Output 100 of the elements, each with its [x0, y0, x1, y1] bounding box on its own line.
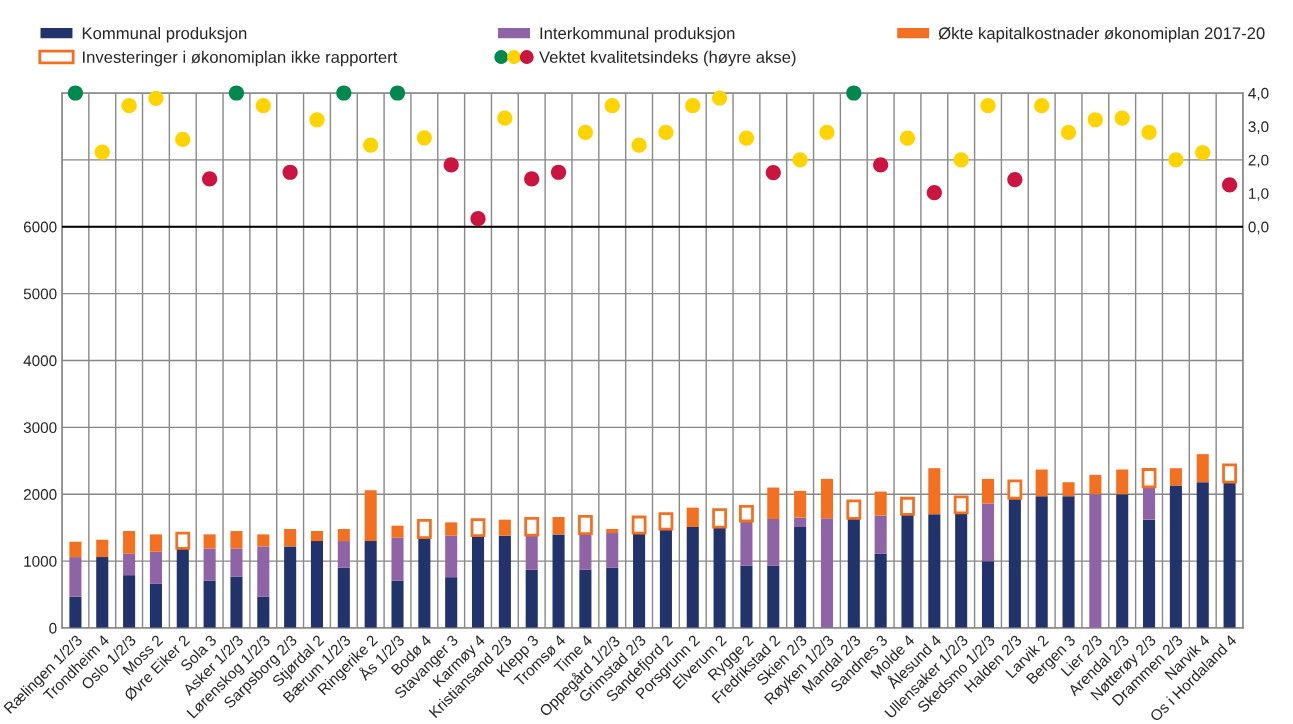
point	[846, 85, 862, 101]
bar	[149, 551, 162, 584]
bar	[1007, 479, 1023, 500]
bar	[230, 576, 243, 628]
bar	[1169, 468, 1182, 486]
point	[336, 85, 352, 101]
bar	[69, 541, 82, 558]
bar	[257, 534, 270, 547]
point	[524, 171, 540, 187]
bar	[1222, 463, 1238, 484]
bar	[633, 533, 646, 628]
bar	[606, 533, 619, 568]
bar	[257, 546, 270, 597]
bar	[337, 541, 350, 568]
bar	[981, 503, 995, 562]
bar	[391, 537, 404, 581]
bar	[606, 567, 619, 628]
bar	[981, 561, 995, 628]
bar	[337, 567, 350, 628]
bar	[606, 529, 619, 534]
point	[1034, 98, 1050, 114]
point	[1168, 152, 1184, 168]
bar	[1143, 519, 1156, 628]
bar	[1143, 486, 1156, 520]
point	[792, 152, 808, 168]
bar	[820, 518, 834, 628]
bar	[123, 575, 136, 628]
bar	[928, 514, 941, 628]
bar	[552, 516, 565, 535]
y2-tick-label: 4,0	[1248, 87, 1269, 101]
bar	[820, 478, 834, 519]
point	[443, 157, 459, 173]
point	[202, 171, 218, 187]
bar	[175, 531, 191, 550]
bar	[767, 565, 780, 628]
bar	[1089, 494, 1102, 628]
bar	[445, 535, 458, 578]
bar	[176, 548, 189, 628]
bar	[284, 529, 297, 547]
point	[658, 124, 674, 141]
legend-label: Interkommunal produksjon	[540, 26, 735, 43]
point	[67, 85, 84, 101]
point	[121, 98, 137, 114]
bar	[445, 522, 458, 536]
bar	[230, 548, 243, 577]
point	[416, 130, 432, 146]
bar	[579, 569, 592, 628]
point	[604, 98, 620, 114]
point	[1141, 124, 1157, 141]
y2-tick-label: 0,0	[1248, 221, 1269, 235]
bar	[901, 514, 914, 628]
y-tick-label: 0	[49, 622, 57, 634]
bar	[96, 557, 109, 628]
bar	[631, 515, 647, 535]
bar	[257, 596, 270, 628]
point	[1007, 172, 1023, 188]
point	[255, 98, 271, 114]
point	[309, 112, 325, 128]
bar	[658, 512, 674, 531]
y-tick-label: 3000	[23, 422, 57, 434]
point	[1087, 112, 1103, 128]
bar	[713, 527, 726, 628]
bar	[846, 499, 862, 520]
bar	[310, 531, 324, 542]
bar	[445, 577, 458, 628]
point	[765, 164, 781, 181]
bar	[96, 539, 109, 558]
point	[712, 90, 728, 106]
bar	[337, 529, 350, 542]
bar	[471, 535, 485, 628]
bar	[1223, 482, 1236, 628]
bar	[418, 537, 431, 628]
bar	[498, 535, 511, 628]
y2-tick-label: 1,0	[1249, 188, 1269, 201]
bar	[874, 491, 887, 516]
legend-label: Vektet kvalitetsindeks (høyre akse)	[539, 50, 796, 67]
bar	[364, 541, 377, 628]
point	[1195, 144, 1211, 161]
point	[175, 131, 191, 148]
bar	[955, 512, 968, 628]
bar	[794, 527, 807, 628]
bar	[552, 534, 565, 628]
bar	[740, 521, 753, 566]
bar	[981, 478, 995, 504]
point	[953, 152, 969, 168]
point	[497, 110, 513, 126]
point	[685, 98, 701, 114]
bar	[203, 548, 216, 581]
bar	[686, 527, 699, 628]
point	[282, 164, 298, 180]
point	[1060, 124, 1077, 141]
point	[980, 98, 996, 114]
point	[94, 144, 110, 160]
bar	[874, 553, 887, 628]
point	[1114, 110, 1130, 126]
bar	[767, 518, 780, 566]
point	[389, 85, 406, 101]
point	[873, 157, 889, 173]
bar	[230, 531, 243, 549]
bar	[739, 504, 754, 523]
